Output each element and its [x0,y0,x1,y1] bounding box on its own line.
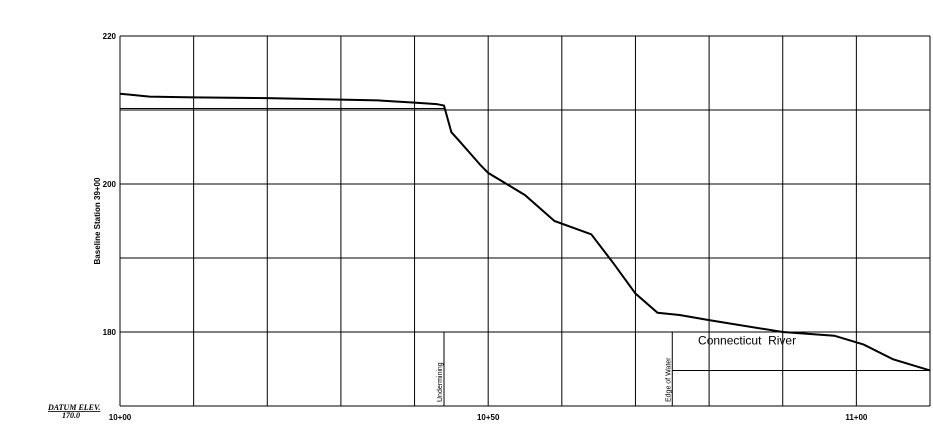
ground-profile-line [119,92,931,372]
y-axis-label: Baseline Station 39+00 [93,177,102,264]
datum-label: DATUM ELEV. [47,403,100,412]
reference-lines [120,108,930,371]
y-tick-label: 200 [103,180,117,189]
y-tick-label: 180 [103,328,117,337]
y-axis-ticks: 220 200 180 [103,32,117,337]
x-tick-label: 11+00 [845,413,868,422]
annotation-label: Edge of Water [665,357,672,402]
x-axis-ticks: 10+00 10+50 11+00 [109,413,868,422]
datum-elevation-label: 170.0 [62,411,80,420]
y-tick-label: 220 [103,32,117,41]
river-label: Connecticut River [698,334,796,348]
x-tick-label: 10+00 [109,413,132,422]
grid [119,35,931,407]
annotations: Undermining Edge of Water [437,332,673,406]
x-tick-label: 10+50 [477,413,500,422]
annotation-label: Undermining [437,362,444,402]
